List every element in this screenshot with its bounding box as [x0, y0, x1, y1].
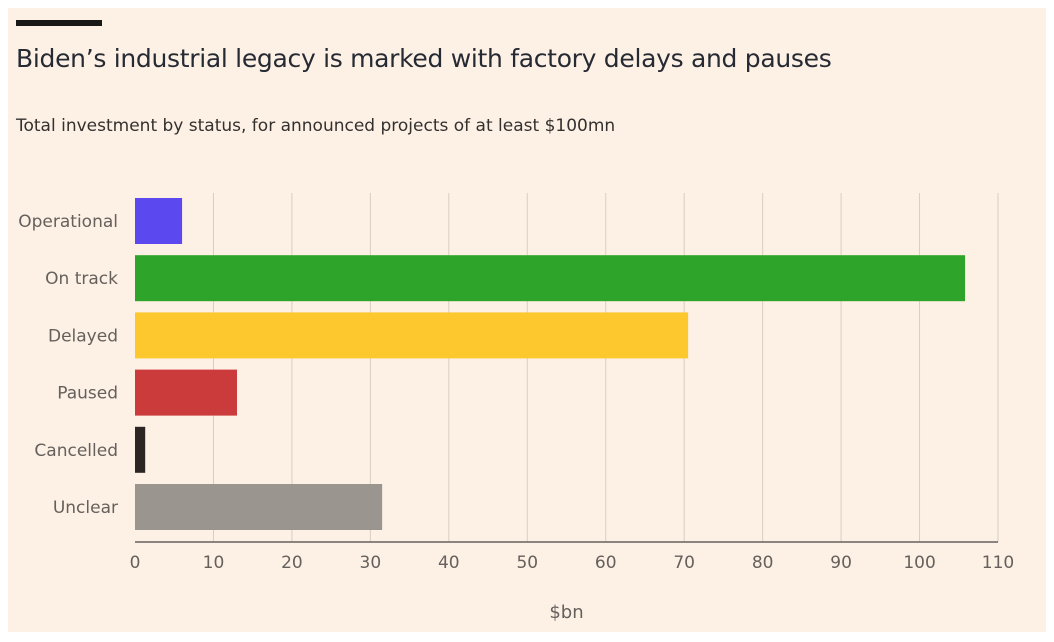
x-tick-labels: 0 10 20 30 40 50 60 70 80 90 100 110	[130, 553, 1015, 573]
bar-on-track	[135, 255, 966, 302]
bar-cancelled	[135, 426, 146, 473]
category-label: On track	[45, 269, 118, 289]
category-label: Unclear	[53, 498, 118, 518]
x-tick-label: 40	[438, 553, 460, 573]
bar-unclear	[135, 484, 383, 530]
gridlines	[212, 193, 999, 542]
x-tick-label: 70	[673, 553, 695, 573]
category-label: Operational	[18, 212, 118, 232]
x-tick-label: 80	[752, 553, 774, 573]
category-labels: Operational On track Delayed Paused Cancelle…	[18, 212, 118, 518]
x-tick-label: 110	[982, 553, 1014, 573]
x-tick-label: 10	[203, 553, 225, 573]
bar-delayed	[135, 312, 689, 359]
bar-paused	[135, 369, 237, 416]
x-axis-title: $bn	[549, 602, 583, 623]
x-tick-label: 0	[130, 553, 141, 573]
bars	[135, 198, 966, 530]
chart-title: Biden’s industrial legacy is marked with…	[16, 44, 832, 73]
x-tick-label: 50	[516, 553, 538, 573]
chart-subtitle: Total investment by status, for announce…	[16, 116, 616, 136]
x-tick-label: 100	[903, 553, 935, 573]
category-label: Paused	[57, 384, 118, 404]
x-tick-label: 30	[360, 553, 382, 573]
category-label: Delayed	[48, 326, 118, 346]
x-tick-label: 20	[281, 553, 303, 573]
bar-operational	[135, 198, 183, 244]
x-tick-label: 60	[595, 553, 617, 573]
category-label: Cancelled	[34, 441, 118, 461]
brand-bar	[16, 20, 102, 26]
x-tick-label: 90	[830, 553, 852, 573]
